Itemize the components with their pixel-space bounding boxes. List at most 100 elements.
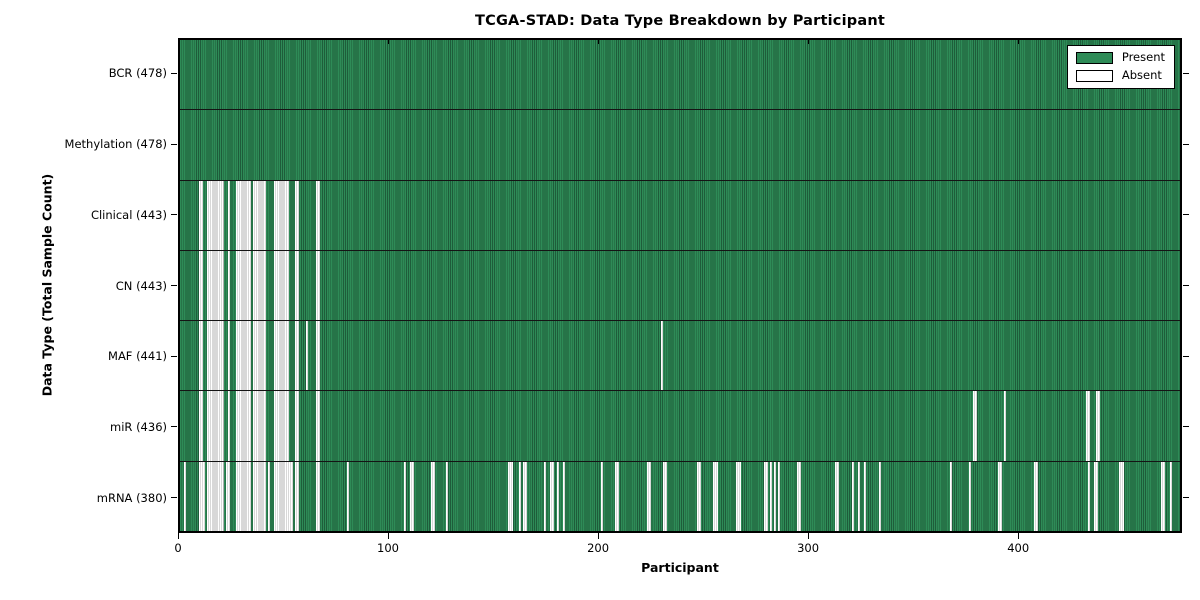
absent-block-maf	[198, 321, 203, 391]
absent-block-clinical	[207, 180, 224, 250]
absent-block-mrna	[878, 461, 881, 531]
datatype-row-bcr	[180, 40, 1180, 111]
absent-block-clinical	[236, 180, 252, 250]
y-tick-label-bcr: BCR (478)	[108, 66, 167, 81]
absent-block-mrna	[295, 461, 300, 531]
y-tick-right-bcr	[1183, 72, 1189, 74]
y-tick-cn	[171, 285, 177, 286]
absent-block-mir	[236, 391, 252, 461]
y-tick-right-mrna	[1183, 497, 1189, 499]
absent-block-maf	[236, 321, 252, 391]
absent-block-cn	[274, 250, 289, 321]
absent-block-mrna	[864, 461, 867, 531]
absent-block-mrna	[267, 461, 270, 531]
absent-block-cn	[236, 250, 252, 321]
datatype-row-mir	[180, 391, 1180, 462]
absent-block-cn	[207, 250, 224, 321]
x-tick-100	[387, 533, 389, 539]
absent-block-clinical	[253, 180, 266, 250]
y-axis-label: Data Type (Total Sample Count)	[39, 173, 55, 397]
x-tick-top-100	[387, 40, 389, 44]
absent-block-mrna	[1119, 461, 1124, 531]
absent-block-mrna	[949, 461, 952, 531]
y-tick-right-mir	[1183, 426, 1189, 428]
absent-block-maf	[295, 321, 300, 391]
x-axis-label: Participant	[641, 560, 719, 575]
absent-block-mrna	[1161, 461, 1166, 531]
absent-block-mir	[253, 391, 266, 461]
absent-block-mrna	[774, 461, 777, 531]
absent-block-mir	[274, 391, 289, 461]
chart-title: TCGA-STAD: Data Type Breakdown by Partic…	[475, 13, 885, 29]
y-tick-label-cn: CN (443)	[115, 278, 167, 293]
absent-block-mrna	[274, 461, 289, 531]
absent-block-mrna	[1169, 461, 1172, 531]
absent-block-mrna	[518, 461, 521, 531]
y-tick-label-mrna: mRNA (380)	[96, 490, 167, 505]
datatype-row-clinical	[180, 180, 1180, 251]
absent-block-mrna	[997, 461, 1003, 531]
plot-area: Present Absent	[178, 38, 1182, 533]
absent-block-mir	[1004, 391, 1007, 461]
absent-block-clinical	[295, 180, 300, 250]
absent-block-mrna	[834, 461, 839, 531]
absent-block-mrna	[1094, 461, 1099, 531]
absent-block-maf	[661, 321, 664, 391]
absent-block-cn	[228, 250, 231, 321]
y-tick-label-clinical: Clinical (443)	[90, 207, 167, 222]
x-tick-top-300	[807, 40, 809, 44]
absent-block-mrna	[615, 461, 620, 531]
absent-block-mrna	[968, 461, 971, 531]
legend-swatch-absent	[1075, 70, 1113, 82]
absent-block-maf	[253, 321, 266, 391]
absent-block-mrna	[1087, 461, 1091, 531]
absent-block-mrna	[857, 461, 860, 531]
y-tick-mrna	[171, 497, 177, 499]
absent-block-mir	[198, 391, 203, 461]
x-tick-top-200	[597, 40, 599, 44]
y-tick-bcr	[171, 72, 177, 74]
absent-block-cn	[253, 250, 266, 321]
y-tick-label-mir: miR (436)	[110, 419, 167, 434]
y-tick-right-clinical	[1183, 214, 1189, 216]
absent-block-mrna	[713, 461, 718, 531]
absent-block-mrna	[544, 461, 547, 531]
absent-block-mrna	[646, 461, 651, 531]
absent-block-mrna	[508, 461, 513, 531]
absent-block-mir	[207, 391, 224, 461]
absent-block-cn	[315, 250, 321, 321]
absent-block-mrna	[410, 461, 415, 531]
absent-block-mrna	[600, 461, 603, 531]
absent-block-mrna	[445, 461, 448, 531]
y-tick-right-methylation	[1183, 143, 1189, 145]
legend-entry-absent: Absent	[1075, 70, 1165, 82]
y-tick-mir	[171, 426, 177, 428]
absent-block-mrna	[556, 461, 559, 531]
y-tick-right-maf	[1183, 355, 1189, 357]
absent-block-mrna	[550, 461, 555, 531]
x-tick-top-400	[1017, 40, 1019, 44]
absent-block-mir	[1096, 391, 1101, 461]
y-tick-maf	[171, 355, 177, 357]
legend-entry-present: Present	[1075, 52, 1165, 64]
x-tick-200	[597, 533, 599, 539]
absent-block-mrna	[236, 461, 252, 531]
legend-swatch-present	[1075, 52, 1113, 64]
absent-block-mrna	[523, 461, 528, 531]
absent-block-mir	[972, 391, 978, 461]
absent-block-mrna	[562, 461, 565, 531]
absent-block-mrna	[184, 461, 187, 531]
absent-block-clinical	[228, 180, 231, 250]
absent-block-clinical	[315, 180, 321, 250]
absent-block-mrna	[778, 461, 781, 531]
datatype-row-methylation	[180, 110, 1180, 181]
absent-block-maf	[305, 321, 308, 391]
absent-block-cn	[198, 250, 203, 321]
absent-block-mrna	[431, 461, 436, 531]
y-tick-methylation	[171, 143, 177, 145]
datatype-row-mrna	[180, 461, 1180, 531]
x-tick-0	[177, 533, 179, 539]
absent-block-mrna	[736, 461, 741, 531]
absent-block-mir	[228, 391, 231, 461]
absent-block-mrna	[226, 461, 231, 531]
